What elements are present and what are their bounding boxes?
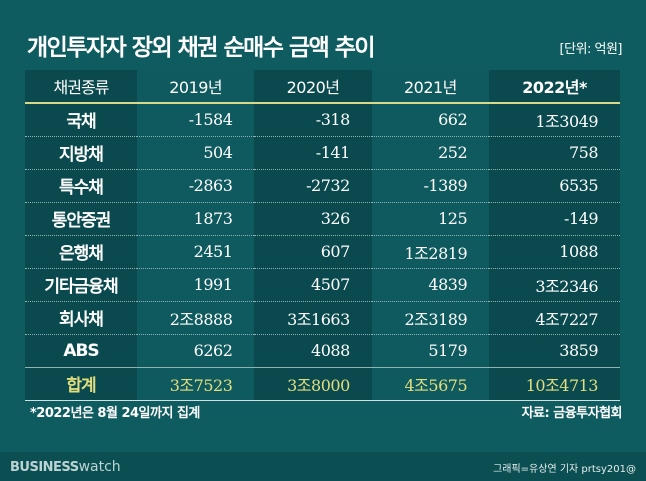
value-cell: 607 (254, 235, 372, 268)
value-cell: -2863 (137, 169, 255, 202)
category-cell: ABS (25, 334, 137, 367)
table-row: 은행채 2451 607 1조2819 1088 (25, 235, 620, 268)
table-row: 기타금융채 1991 4507 4839 3조2346 (25, 268, 620, 301)
value-cell: 4088 (254, 334, 372, 367)
header-cell: 2019년 (137, 70, 255, 103)
header-cell: 2022년* (489, 70, 620, 103)
table-row: 통안증권 1873 326 125 -149 (25, 202, 620, 235)
category-cell: 합계 (25, 367, 137, 400)
value-cell: 1991 (137, 268, 255, 301)
category-cell: 통안증권 (25, 202, 137, 235)
value-cell: 4507 (254, 268, 372, 301)
footnote: *2022년은 8월 24일까지 집계 (30, 406, 200, 421)
value-cell: 3조1663 (254, 301, 372, 334)
value-cell: 758 (489, 136, 620, 169)
value-cell: 3조8000 (254, 367, 372, 400)
value-cell: 4839 (371, 268, 490, 301)
value-cell: 3조2346 (489, 268, 620, 301)
logo-bold: BUSINESS (10, 460, 79, 475)
category-cell: 지방채 (25, 136, 137, 169)
table-header: 채권종류 2019년 2020년 2021년 2022년* (25, 70, 620, 103)
page-title: 개인투자자 장외 채권 순매수 금액 추이 (27, 35, 376, 61)
source: 자료: 금융투자협회 (521, 406, 623, 421)
value-cell: -1389 (371, 169, 490, 202)
logo: BUSINESSwatch (10, 459, 121, 475)
value-cell: 1조3049 (489, 103, 620, 136)
category-cell: 특수채 (25, 169, 137, 202)
value-cell: -1584 (137, 103, 255, 136)
value-cell: 125 (371, 202, 490, 235)
header-cell: 2020년 (254, 70, 372, 103)
category-cell: 은행채 (25, 235, 137, 268)
value-cell: 2조3189 (371, 301, 490, 334)
value-cell: -318 (254, 103, 372, 136)
value-cell: 1조2819 (371, 235, 490, 268)
value-cell: 2451 (137, 235, 255, 268)
unit-label: [단위: 억원] (559, 42, 623, 57)
header-cell: 2021년 (371, 70, 490, 103)
category-cell: 회사채 (25, 301, 137, 334)
bond-table: 채권종류 2019년 2020년 2021년 2022년* 국채 -1584 -31… (25, 70, 620, 401)
brand-bar: BUSINESSwatch 그래픽=유상연 기자 prtsy201@ (0, 452, 646, 481)
category-cell: 국채 (25, 103, 137, 136)
value-cell: 6262 (137, 334, 255, 367)
value-cell: 1873 (137, 202, 255, 235)
value-cell: -149 (489, 202, 620, 235)
table-row: 국채 -1584 -318 662 1조3049 (25, 103, 620, 136)
value-cell: 326 (254, 202, 372, 235)
total-row: 합계 3조7523 3조8000 4조5675 10조4713 (25, 367, 620, 400)
table-row: 지방채 504 -141 252 758 (25, 136, 620, 169)
value-cell: 662 (371, 103, 490, 136)
value-cell: 2조8888 (137, 301, 255, 334)
value-cell: 252 (371, 136, 490, 169)
value-cell: 504 (137, 136, 255, 169)
value-cell: 10조4713 (489, 367, 620, 400)
table-row: ABS 6262 4088 5179 3859 (25, 334, 620, 367)
logo-light: watch (78, 459, 121, 475)
value-cell: -141 (254, 136, 372, 169)
table-row: 특수채 -2863 -2732 -1389 6535 (25, 169, 620, 202)
table-row: 회사채 2조8888 3조1663 2조3189 4조7227 (25, 301, 620, 334)
value-cell: 4조5675 (371, 367, 490, 400)
value-cell: 6535 (489, 169, 620, 202)
value-cell: 3859 (489, 334, 620, 367)
header-cell: 채권종류 (25, 70, 137, 103)
category-cell: 기타금융채 (25, 268, 137, 301)
value-cell: 3조7523 (137, 367, 255, 400)
value-cell: 4조7227 (489, 301, 620, 334)
value-cell: -2732 (254, 169, 372, 202)
value-cell: 5179 (371, 334, 490, 367)
value-cell: 1088 (489, 235, 620, 268)
credit: 그래픽=유상연 기자 prtsy201@ (493, 464, 636, 475)
